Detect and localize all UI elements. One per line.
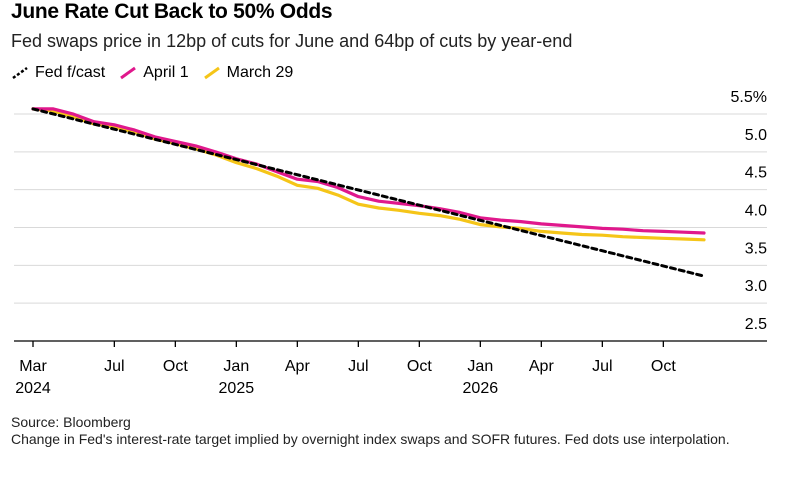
y-tick-label: 5.0 — [745, 127, 767, 144]
series-line-march-29 — [31, 107, 706, 242]
x-tick-label: Jul — [348, 358, 368, 375]
y-tick-label: 4.5 — [745, 165, 767, 182]
y-tick-label: 3.0 — [745, 278, 767, 295]
legend-label-fed-forecast: Fed f/cast — [35, 64, 106, 81]
x-tick-label: Oct — [163, 358, 188, 375]
legend-label-april-1: April 1 — [143, 64, 189, 81]
x-tick-label: Oct — [651, 358, 676, 375]
y-tick-label: 5.5% — [731, 89, 767, 106]
x-tick-label: Mar — [19, 358, 47, 375]
legend-item-march-29: March 29 — [203, 64, 294, 82]
x-tick-label: Jan — [223, 358, 249, 375]
x-tick-label: Jul — [592, 358, 612, 375]
legend-item-fed-forecast: Fed f/cast — [11, 64, 105, 82]
x-tick-label: Apr — [529, 358, 555, 375]
chart-subtitle: Fed swaps price in 12bp of cuts for June… — [11, 31, 573, 51]
legend-label-march-29: March 29 — [226, 64, 294, 81]
y-tick-label: 3.5 — [745, 240, 767, 257]
x-tick-label: Jan — [467, 358, 493, 375]
x-tick-label: Apr — [285, 358, 311, 375]
chart-title: June Rate Cut Back to 50% Odds — [11, 0, 333, 23]
x-tick-year-label: 2025 — [219, 380, 255, 397]
x-tick-label: Jul — [104, 358, 124, 375]
x-tick-year-label: 2024 — [15, 380, 51, 397]
legend-item-april-1: April 1 — [119, 64, 189, 82]
methodology-note: Change in Fed's interest-rate target imp… — [11, 431, 730, 447]
x-tick-label: Oct — [407, 358, 432, 375]
series-line-april-1 — [31, 107, 706, 235]
series-line-fed-f-cast — [31, 107, 706, 278]
source-note: Source: Bloomberg — [11, 414, 131, 430]
legend-swatch-fed-forecast — [12, 66, 28, 80]
legend: Fed f/cast April 1 March 29 — [11, 64, 307, 82]
y-tick-label: 4.0 — [745, 203, 767, 220]
chart-footer: Source: Bloomberg Change in Fed's intere… — [11, 414, 781, 448]
x-tick-year-label: 2026 — [463, 380, 499, 397]
legend-swatch-march-29 — [203, 66, 220, 80]
y-tick-label: 2.5 — [745, 316, 767, 333]
legend-swatch-april-1 — [120, 66, 137, 80]
